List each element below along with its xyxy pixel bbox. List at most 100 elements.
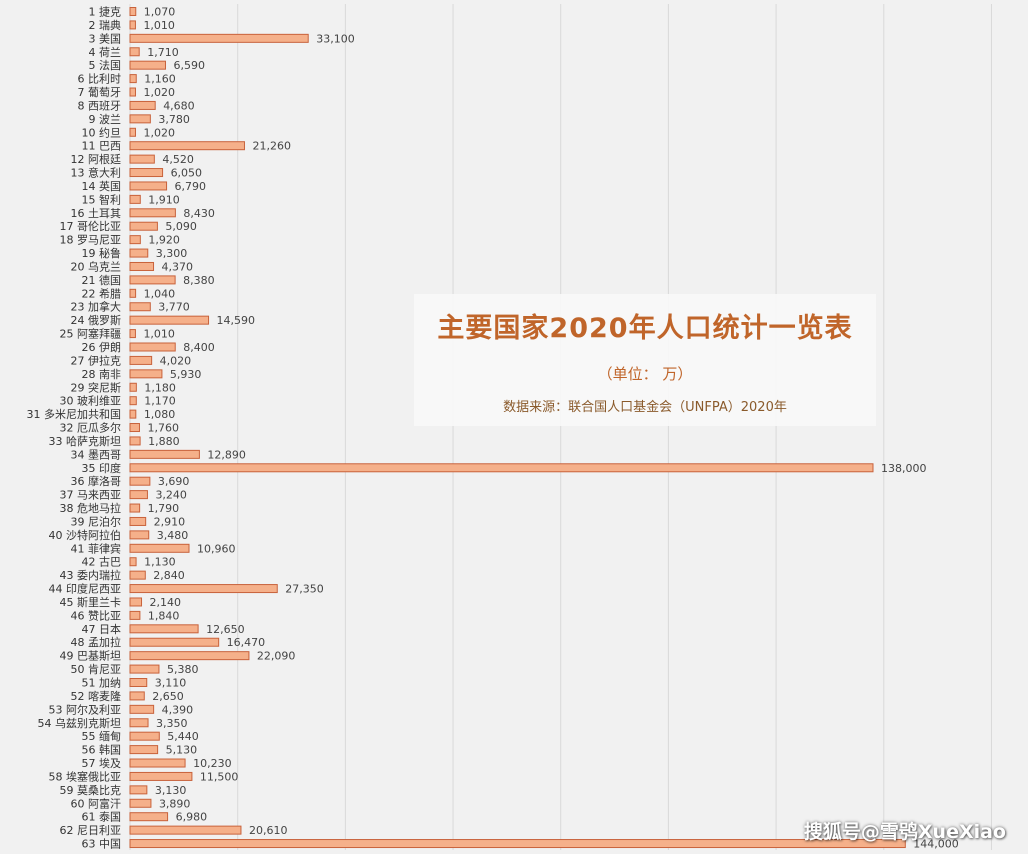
category-label: 13 意大利 <box>71 166 122 180</box>
value-label: 3,890 <box>159 797 191 810</box>
category-label: 7 葡萄牙 <box>78 86 122 99</box>
bar <box>129 503 141 513</box>
bar <box>129 342 176 352</box>
bars <box>129 7 906 849</box>
bar <box>129 275 176 285</box>
bar <box>129 396 137 406</box>
category-label: 24 俄罗斯 <box>71 314 122 327</box>
bar <box>129 47 140 57</box>
value-label: 3,780 <box>158 113 190 126</box>
chart-title: 主要国家2020年人口统计一览表 <box>437 313 853 344</box>
bar <box>129 141 245 151</box>
bar <box>129 530 150 540</box>
category-label: 30 玻利维亚 <box>60 395 122 408</box>
value-label: 27,350 <box>285 583 324 596</box>
gridlines <box>129 4 992 850</box>
category-label: 32 厄瓜多尔 <box>60 421 122 435</box>
bar <box>129 610 141 620</box>
value-label: 5,930 <box>170 368 202 381</box>
bar <box>129 208 176 218</box>
category-label: 51 加纳 <box>82 677 122 690</box>
value-label: 4,520 <box>162 153 194 166</box>
value-label: 6,590 <box>173 59 205 72</box>
bar <box>129 20 136 30</box>
value-label: 14,590 <box>217 314 256 327</box>
category-label: 57 埃及 <box>82 756 122 770</box>
category-label: 28 南非 <box>82 368 122 381</box>
bar <box>129 221 158 231</box>
category-label: 5 法国 <box>89 58 122 72</box>
value-label: 1,130 <box>144 556 176 569</box>
data-source: 数据来源：联合国人口基金会（UNFPA）2020年 <box>503 400 787 415</box>
bar <box>129 261 155 271</box>
category-label: 45 斯里兰卡 <box>60 596 122 609</box>
bar <box>129 557 137 567</box>
category-label: 19 秘鲁 <box>82 246 122 260</box>
bar <box>129 154 155 164</box>
value-label: 4,370 <box>162 260 194 273</box>
category-label: 27 伊拉克 <box>71 353 122 367</box>
bar <box>129 543 190 553</box>
value-label: 10,960 <box>197 542 236 555</box>
category-label: 6 比利时 <box>78 73 122 86</box>
category-label: 2 瑞典 <box>89 18 122 32</box>
value-label: 3,110 <box>155 677 187 690</box>
bar <box>129 409 137 419</box>
category-label: 54 乌兹别克斯坦 <box>38 716 122 730</box>
category-label: 31 多米尼加共和国 <box>27 407 122 421</box>
value-label: 2,840 <box>153 569 185 582</box>
category-label: 1 捷克 <box>89 5 122 19</box>
value-label: 1,170 <box>144 395 176 408</box>
value-label: 16,470 <box>227 636 266 649</box>
value-label: 12,890 <box>207 448 246 461</box>
value-label: 1,760 <box>147 422 179 435</box>
value-label: 3,130 <box>155 784 187 797</box>
bar <box>129 315 210 325</box>
bar <box>129 624 199 634</box>
category-label: 33 哈萨克斯坦 <box>49 434 122 448</box>
bar <box>129 194 141 204</box>
category-label: 16 土耳其 <box>71 207 122 220</box>
bar <box>129 382 137 392</box>
category-label: 12 阿根廷 <box>71 152 122 166</box>
value-label: 10,230 <box>193 757 232 770</box>
title-box: 主要国家2020年人口统计一览表 （单位： 万） 数据来源：联合国人口基金会（U… <box>414 294 876 426</box>
category-label: 53 阿尔及利亚 <box>49 703 122 716</box>
value-label: 6,980 <box>176 811 208 824</box>
category-label: 44 印度尼西亚 <box>49 582 122 596</box>
bar <box>129 731 160 741</box>
category-label: 17 哥伦比亚 <box>60 219 122 233</box>
category-label: 11 巴西 <box>82 140 122 153</box>
value-label: 1,920 <box>148 234 180 247</box>
value-label: 2,140 <box>150 596 182 609</box>
bar <box>129 490 148 500</box>
bar <box>129 100 156 110</box>
category-label: 8 西班牙 <box>78 99 122 112</box>
value-label: 3,240 <box>155 489 187 502</box>
bar <box>129 288 137 298</box>
bar <box>129 436 141 446</box>
category-label: 15 智利 <box>82 192 122 206</box>
category-label: 39 尼泊尔 <box>71 515 122 528</box>
watermark: 搜狐号@雪鸮XueXiao <box>803 821 1006 843</box>
bar <box>129 423 140 433</box>
category-label: 47 日本 <box>82 622 122 636</box>
category-label: 58 埃塞俄比亚 <box>49 769 122 783</box>
category-label: 49 巴基斯坦 <box>60 649 122 663</box>
value-label: 1,180 <box>144 381 176 394</box>
value-label: 2,910 <box>154 515 186 528</box>
category-label: 22 希腊 <box>82 286 122 300</box>
value-label: 6,790 <box>175 180 207 193</box>
value-label: 1,880 <box>148 435 180 448</box>
bar <box>129 329 136 339</box>
category-label: 23 加拿大 <box>71 300 122 314</box>
category-label: 9 波兰 <box>89 113 122 126</box>
value-label: 1,070 <box>144 6 176 19</box>
value-label: 138,000 <box>881 462 927 475</box>
value-label: 5,440 <box>167 730 199 743</box>
value-label: 22,090 <box>257 650 296 663</box>
chart-subtitle: （单位： 万） <box>597 365 693 383</box>
value-label: 8,400 <box>183 341 215 354</box>
bar <box>129 651 250 661</box>
category-label: 26 伊朗 <box>82 341 122 354</box>
